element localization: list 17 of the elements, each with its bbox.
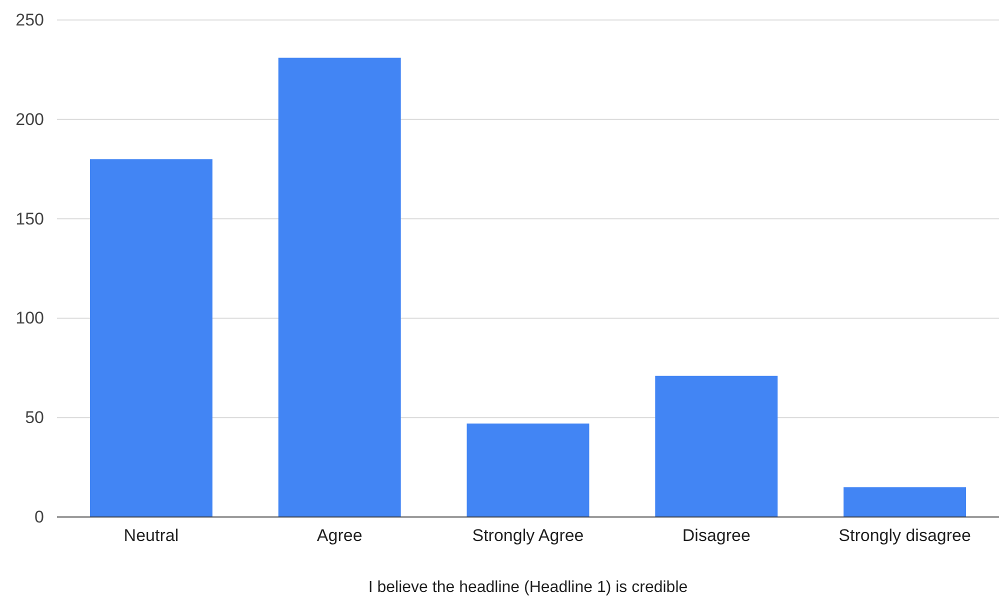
y-tick-label: 50 — [25, 408, 44, 428]
x-tick-label: Disagree — [682, 526, 750, 546]
bar — [655, 376, 778, 517]
bar — [90, 159, 212, 517]
x-axis-title: I believe the headline (Headline 1) is credible — [368, 579, 688, 596]
y-tick-label: 100 — [16, 308, 44, 328]
bar — [844, 487, 966, 517]
bar — [466, 424, 590, 517]
y-tick-label: 200 — [16, 110, 44, 129]
y-tick-label: 150 — [16, 209, 44, 228]
y-tick-label: 0 — [34, 507, 44, 526]
x-tick-label: Agree — [316, 526, 362, 546]
x-tick-label: Strongly disagree — [838, 526, 971, 546]
x-tick-label: Strongly Agree — [472, 526, 584, 546]
x-tick-label: Neutral — [124, 526, 179, 546]
bar — [278, 58, 401, 517]
y-tick-label: 250 — [16, 10, 44, 30]
